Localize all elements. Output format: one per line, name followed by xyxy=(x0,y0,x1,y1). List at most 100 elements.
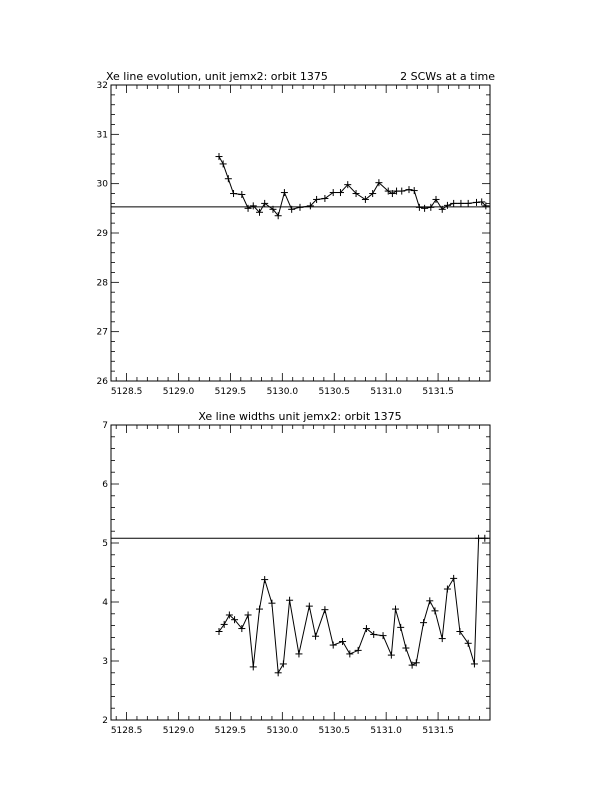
bottom-data-point xyxy=(481,534,489,542)
bottom-data-point xyxy=(443,585,451,593)
top-data-point xyxy=(288,205,296,213)
chart-top-points xyxy=(215,153,490,220)
bottom-data-point xyxy=(426,597,434,605)
bottom-data-point xyxy=(438,635,446,643)
top-x-tick-label: 5128.5 xyxy=(111,387,143,397)
top-data-point xyxy=(352,190,360,198)
top-data-point xyxy=(329,189,337,197)
bottom-data-point xyxy=(475,534,483,542)
chart-top-subtitle: 2 SCWs at a time xyxy=(400,70,495,83)
bottom-data-point xyxy=(362,625,370,633)
bottom-data-point xyxy=(305,602,313,610)
top-data-point xyxy=(244,204,252,212)
top-data-point xyxy=(321,194,329,202)
top-data-point xyxy=(438,205,446,213)
bottom-x-tick-label: 5131.5 xyxy=(422,726,454,736)
chart-top-series-line xyxy=(218,156,487,217)
chart-bottom-panel: Xe line widths unit jemx2: orbit 1375 2 3… xyxy=(102,410,491,736)
chart-top-frame xyxy=(110,84,491,382)
top-data-point xyxy=(369,190,377,198)
top-data-point xyxy=(361,195,369,203)
top-x-tick-label: 5131.5 xyxy=(422,387,454,397)
bottom-data-point xyxy=(431,607,439,615)
bottom-data-point xyxy=(412,659,420,667)
top-data-point xyxy=(421,204,429,212)
bottom-y-tick-label: 4 xyxy=(102,598,108,608)
bottom-data-point xyxy=(329,641,337,649)
chart-bottom-x-tick-labels: 5128.5 5129.0 5129.5 5130.0 5130.5 5131.0 5131… xyxy=(111,726,454,736)
top-data-point xyxy=(215,153,223,161)
bottom-y-tick-label: 3 xyxy=(102,657,108,667)
bottom-data-point xyxy=(346,650,354,658)
bottom-data-point xyxy=(402,644,410,652)
top-data-point xyxy=(398,187,406,195)
top-data-point xyxy=(269,205,277,213)
bottom-data-point xyxy=(279,660,287,668)
top-x-tick-label: 5129.5 xyxy=(215,387,247,397)
bottom-data-point xyxy=(354,646,362,654)
top-data-point xyxy=(450,199,458,207)
bottom-data-point xyxy=(215,628,223,635)
top-y-tick-label: 31 xyxy=(97,130,108,140)
bottom-x-tick-label: 5129.5 xyxy=(215,726,247,736)
top-x-tick-label: 5130.5 xyxy=(318,387,350,397)
bottom-data-point xyxy=(470,660,478,668)
bottom-y-tick-label: 2 xyxy=(102,716,108,726)
bottom-x-tick-label: 5130.0 xyxy=(267,726,299,736)
top-y-tick-label: 29 xyxy=(97,229,109,239)
chart-top-x-tick-labels: 5128.5 5129.0 5129.5 5130.0 5130.5 5131.0 5131… xyxy=(111,387,454,397)
top-data-point xyxy=(457,199,465,207)
bottom-data-point xyxy=(456,628,464,635)
top-data-point xyxy=(427,203,435,211)
bottom-data-point xyxy=(379,632,387,640)
bottom-data-point xyxy=(220,620,228,628)
top-data-point xyxy=(464,199,472,207)
bottom-data-point xyxy=(408,661,416,669)
bottom-data-point xyxy=(312,632,320,640)
top-data-point xyxy=(388,190,396,198)
chart-top-ticks xyxy=(111,84,491,382)
bottom-data-point xyxy=(420,619,428,627)
bottom-data-point xyxy=(225,611,233,619)
bottom-data-point xyxy=(295,650,303,658)
bottom-data-point xyxy=(255,605,263,613)
chart-top-title: Xe line evolution, unit jemx2: orbit 137… xyxy=(106,70,328,83)
bottom-y-tick-label: 5 xyxy=(102,539,108,549)
chart-top-y-tick-labels: 26 27 28 29 30 31 32 xyxy=(97,81,109,387)
top-data-point xyxy=(415,203,423,211)
bottom-x-tick-label: 5129.0 xyxy=(163,726,195,736)
top-y-tick-label: 28 xyxy=(97,278,109,288)
top-data-point xyxy=(274,212,282,220)
bottom-data-point xyxy=(238,625,246,633)
top-data-point xyxy=(219,160,227,168)
bottom-data-point xyxy=(397,623,405,631)
bottom-data-point xyxy=(261,576,269,584)
bottom-data-point xyxy=(274,669,282,677)
top-y-tick-label: 26 xyxy=(97,377,109,387)
chart-top-panel: Xe line evolution, unit jemx2: orbit 137… xyxy=(97,70,496,397)
chart-bottom-title: Xe line widths unit jemx2: orbit 1375 xyxy=(198,410,401,423)
top-data-point xyxy=(249,202,257,210)
top-data-point xyxy=(405,186,413,194)
bottom-data-point xyxy=(464,639,472,647)
bottom-data-point xyxy=(339,638,347,646)
top-data-point xyxy=(478,198,486,206)
bottom-y-tick-label: 7 xyxy=(102,421,108,431)
top-data-point xyxy=(313,195,321,203)
top-data-point xyxy=(255,208,263,216)
bottom-data-point xyxy=(286,596,294,604)
top-x-tick-label: 5131.0 xyxy=(370,387,402,397)
bottom-data-point xyxy=(268,599,276,607)
top-data-point xyxy=(410,187,418,195)
top-data-point xyxy=(375,179,383,187)
bottom-data-point xyxy=(321,606,329,614)
bottom-y-tick-label: 6 xyxy=(102,480,108,490)
chart-bottom-series-line xyxy=(218,537,485,675)
bottom-data-point xyxy=(249,663,257,671)
bottom-data-point xyxy=(244,611,252,619)
top-y-tick-label: 27 xyxy=(97,328,108,338)
top-data-point xyxy=(296,203,304,211)
chart-bottom-points xyxy=(215,534,489,677)
top-data-point xyxy=(261,199,269,207)
